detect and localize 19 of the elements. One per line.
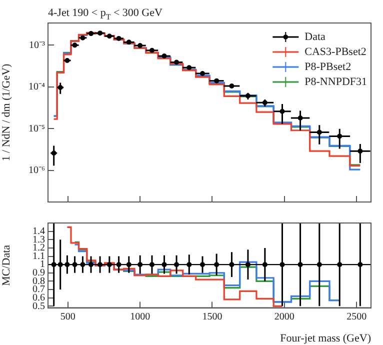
x-axis-title: Four-jet mass (GeV) [280, 332, 372, 344]
y-axis-title: 1 / NdN / dm (1/GeV) [0, 63, 12, 162]
legend-label: Data [304, 30, 326, 43]
y-tick-label: 1 [40, 259, 45, 270]
y-tick-label: 10⁻³ [29, 40, 45, 51]
x-tick-label: 500 [60, 311, 76, 322]
legend-label: P8-NNPDF31 [304, 76, 368, 88]
x-tick-label: 2500 [346, 311, 367, 322]
y-tick-label: 1.4 [32, 226, 45, 237]
legend-label: P8-PBset2 [304, 60, 352, 73]
x-tick-label: 1500 [202, 311, 222, 322]
x-tick-label: 2000 [274, 311, 294, 322]
y-axis-title: MC/Data [0, 244, 12, 286]
y-tick-label: 10⁻⁴ [28, 82, 46, 93]
x-tick-label: 1000 [130, 311, 150, 322]
legend-label: CAS3-PBset2 [304, 46, 366, 58]
y-tick-label: 10⁻⁶ [28, 165, 46, 176]
y-tick-label: 10⁻⁵ [28, 123, 45, 134]
y-tick-label: 0.5 [32, 300, 45, 312]
